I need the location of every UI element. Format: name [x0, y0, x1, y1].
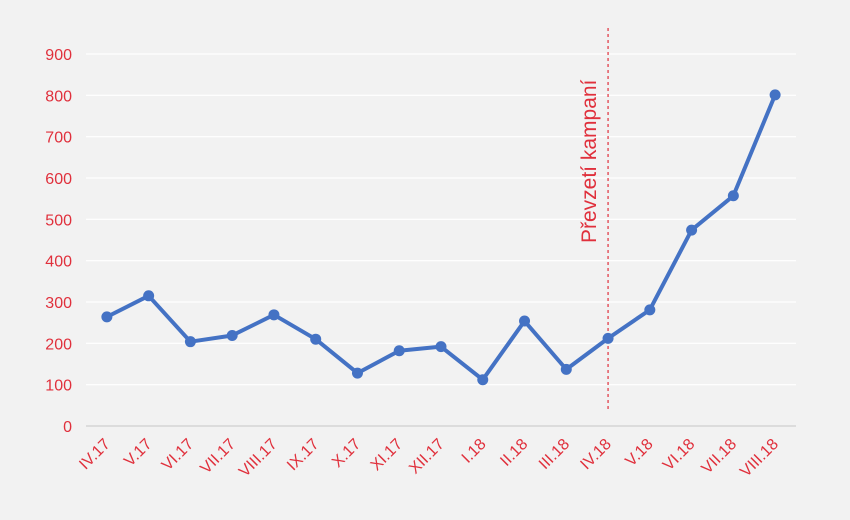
- x-tick-label: X.17: [329, 436, 364, 471]
- y-axis-ticks: 0 100 200 300 400 500 600 700 800 900: [45, 47, 72, 436]
- data-point: [351, 367, 363, 379]
- data-point: [101, 311, 113, 323]
- y-tick-label: 900: [45, 47, 72, 64]
- x-tick-label: IV.18: [577, 436, 614, 473]
- x-tick-label: II.18: [497, 436, 531, 470]
- series-group: [101, 89, 781, 386]
- data-point: [477, 374, 489, 386]
- data-point: [393, 345, 405, 357]
- x-tick-label: XII.17: [406, 436, 448, 478]
- gridlines: [86, 53, 796, 386]
- annotation: Převzetí kampaní: [578, 28, 609, 412]
- x-tick-label: VI.18: [660, 436, 699, 475]
- x-tick-label: V.18: [622, 436, 656, 470]
- y-tick-label: 800: [45, 88, 72, 105]
- y-tick-label: 200: [45, 336, 72, 353]
- x-tick-label: IV.17: [76, 436, 113, 473]
- series-line: [104, 92, 778, 382]
- y-tick-label: 700: [45, 130, 72, 147]
- data-point: [435, 341, 447, 353]
- x-tick-label: VIII.17: [236, 436, 281, 481]
- x-tick-label: V.17: [121, 436, 155, 470]
- y-tick-label: 400: [45, 254, 72, 271]
- data-point: [769, 89, 781, 101]
- x-tick-label: VII.18: [699, 436, 741, 478]
- data-point: [310, 333, 322, 345]
- y-tick-label: 100: [45, 378, 72, 395]
- data-point: [519, 315, 531, 327]
- x-tick-label: I.18: [459, 436, 490, 467]
- data-point: [143, 290, 155, 302]
- x-tick-label: VI.17: [159, 436, 198, 475]
- data-point: [686, 224, 698, 236]
- data-point: [226, 329, 238, 341]
- y-tick-label: 600: [45, 171, 72, 188]
- x-tick-label: XI.17: [368, 436, 407, 475]
- y-tick-label: 300: [45, 295, 72, 312]
- data-point: [727, 190, 739, 202]
- data-point: [602, 332, 614, 344]
- data-point: [644, 304, 656, 316]
- data-point: [184, 336, 196, 348]
- y-tick-label: 0: [63, 419, 72, 436]
- x-tick-label: IX.17: [284, 436, 323, 475]
- annotation-label: Převzetí kampaní: [578, 79, 601, 243]
- y-tick-label: 500: [45, 212, 72, 229]
- x-tick-label: VII.17: [197, 436, 239, 478]
- data-point: [268, 309, 280, 321]
- x-tick-label: VIII.18: [737, 436, 782, 481]
- data-point: [560, 363, 572, 375]
- x-tick-label: III.18: [536, 436, 573, 473]
